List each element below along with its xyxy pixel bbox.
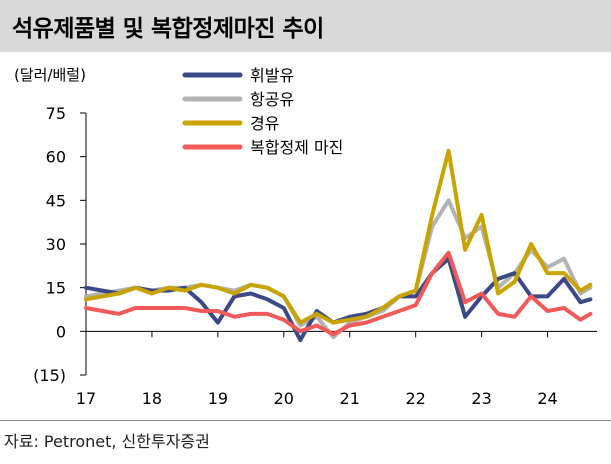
x-tick-label: 20: [274, 389, 294, 408]
bottom-rule: [0, 420, 611, 421]
y-tick-label: 15: [46, 279, 66, 298]
x-tick-label: 17: [76, 389, 96, 408]
chart-title: 석유제품별 및 복합정제마진 추이: [12, 16, 324, 42]
y-tick-label: (15): [33, 366, 66, 385]
legend-jet-fuel-label: 항공유: [250, 90, 294, 109]
source-note: 자료: Petronet, 신한투자증권: [4, 432, 210, 451]
legend-gasoline-label: 휘발유: [250, 66, 294, 85]
legend-refining-margin-label: 복합정제 마진: [250, 138, 343, 157]
x-tick-label: 18: [142, 389, 162, 408]
x-tick-label: 21: [340, 389, 360, 408]
refining-margin-line: [84, 250, 593, 337]
title-bar: 석유제품별 및 복합정제마진 추이: [0, 0, 611, 52]
unit-label: (달러/배럴): [14, 66, 86, 84]
x-tick-label: 23: [471, 389, 491, 408]
y-tick-label: 45: [46, 191, 66, 210]
x-tick-label: 24: [537, 389, 557, 408]
legend-diesel-label: 경유: [250, 114, 279, 133]
y-tick-label: 75: [46, 104, 66, 123]
y-tick-label: 60: [46, 148, 66, 167]
diesel-line: [84, 148, 593, 325]
y-tick-label: 30: [46, 235, 66, 254]
chart-canvas: (달러/배럴) 75 60 45 30 15 0 (15) 17 18 19 20 21 22 23 24 휘발…: [14, 66, 597, 408]
x-tick-label: 22: [405, 389, 425, 408]
x-tick-label: 19: [208, 389, 228, 408]
y-tick-label: 0: [56, 322, 66, 341]
